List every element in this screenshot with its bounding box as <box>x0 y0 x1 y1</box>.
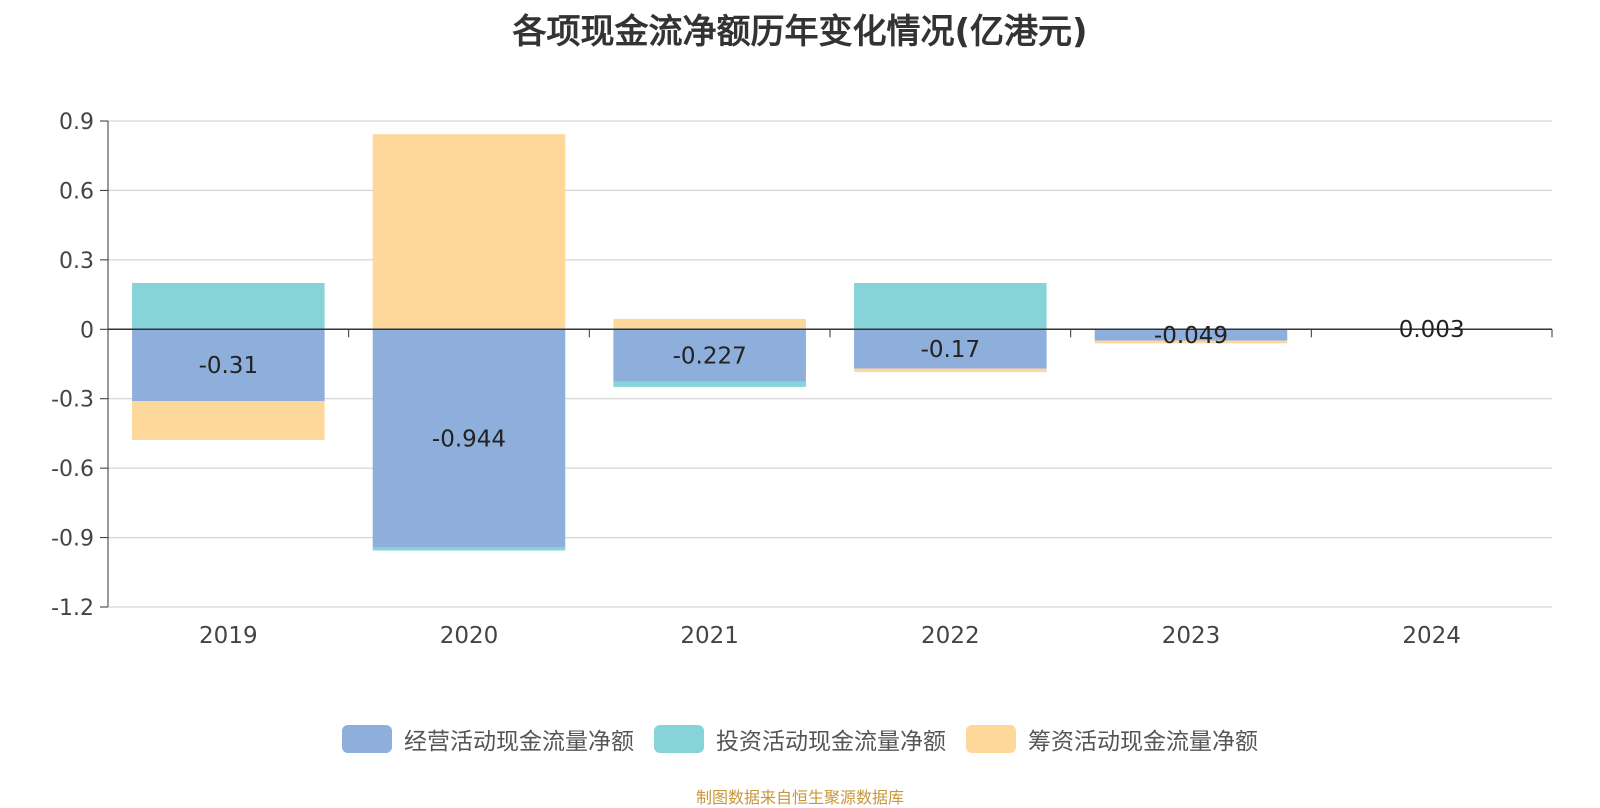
bars <box>132 134 1528 551</box>
y-tick-label: 0.6 <box>59 179 94 204</box>
legend-label-investing: 投资活动现金流量净额 <box>716 729 946 755</box>
y-tick-label: -0.9 <box>51 527 94 552</box>
x-tick-label: 2020 <box>440 623 499 649</box>
legend-swatch-financing <box>966 725 1016 753</box>
x-tick-label: 2023 <box>1162 623 1221 649</box>
bar-3-2023 <box>1094 340 1288 344</box>
data-label: -0.17 <box>921 337 981 363</box>
bar-1-2023 <box>1094 329 1288 341</box>
y-tick-label: -1.2 <box>51 596 94 621</box>
y-tick-label: 0 <box>80 318 94 343</box>
x-tick-label: 2022 <box>921 623 980 649</box>
bar-2-2021 <box>613 381 806 387</box>
x-tick-label: 2024 <box>1402 623 1461 649</box>
y-tick-label: -0.3 <box>51 388 94 413</box>
legend-item-investing[interactable]: 投资活动现金流量净额 <box>654 722 946 756</box>
bar-2-2020 <box>372 547 566 551</box>
bar-3-2019 <box>132 401 325 440</box>
bar-2-2022 <box>854 283 1047 330</box>
source-note: 制图数据来自恒生聚源数据库 <box>695 788 904 807</box>
data-label: -0.227 <box>673 344 747 370</box>
data-label: -0.31 <box>199 353 259 379</box>
legend-swatch-operating <box>342 725 392 753</box>
y-tick-label: 0.3 <box>59 249 94 274</box>
y-tick-label: -0.6 <box>51 457 94 482</box>
bar-2-2019 <box>132 283 325 330</box>
data-labels: -0.31 -0.944 -0.227 -0.17 -0.049 0.003 <box>199 317 1465 453</box>
chart-title: 各项现金流净额历年变化情况(亿港元) <box>512 12 1088 52</box>
bar-3-2021 <box>613 318 806 330</box>
data-label: 0.003 <box>1399 317 1465 343</box>
legend-swatch-investing <box>654 725 704 753</box>
bar-1-2020 <box>372 329 566 548</box>
data-label: -0.049 <box>1154 323 1228 349</box>
legend-item-financing[interactable]: 筹资活动现金流量净额 <box>966 722 1258 756</box>
bar-1-2021 <box>613 329 806 382</box>
bar-3-2020 <box>372 134 566 330</box>
y-tick-label: 0.9 <box>59 110 94 135</box>
axes: 0.9 0.6 0.3 0 -0.3 -0.6 -0.9 -1.2 2019 2020 2021 20… <box>51 110 1553 649</box>
legend-label-operating: 经营活动现金流量净额 <box>404 729 634 755</box>
legend-label-financing: 筹资活动现金流量净额 <box>1028 729 1258 755</box>
x-tick-label: 2019 <box>199 623 258 649</box>
bar-3-2022 <box>854 368 1047 373</box>
bar-1-2022 <box>854 329 1047 369</box>
data-label: -0.944 <box>432 427 506 453</box>
x-tick-label: 2021 <box>680 623 739 649</box>
legend-item-operating[interactable]: 经营活动现金流量净额 <box>342 722 634 756</box>
legend: 经营活动现金流量净额 投资活动现金流量净额 筹资活动现金流量净额 <box>0 722 1600 756</box>
bar-1-2019 <box>132 329 325 402</box>
